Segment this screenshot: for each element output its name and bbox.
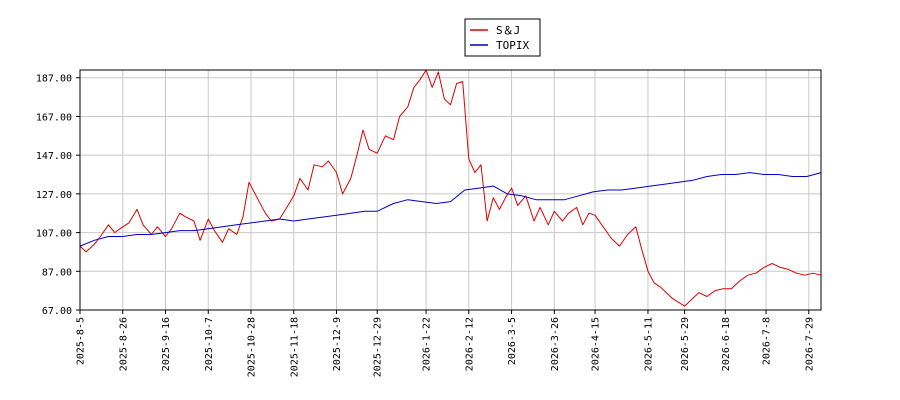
series-layer <box>79 69 822 307</box>
y-tick-label: 147.00 <box>36 151 72 162</box>
legend-label: S＆J <box>496 24 520 37</box>
grid-lines <box>79 70 821 311</box>
series-line-sj <box>79 69 822 307</box>
x-tick-label: 2025-11-18 <box>289 317 300 377</box>
x-tick-label: 2025-10-28 <box>247 317 258 377</box>
x-tick-label: 2026-3-5 <box>507 317 518 365</box>
x-tick-label: 2026-7-8 <box>762 317 773 365</box>
x-tick-label: 2026-6-18 <box>721 317 732 371</box>
x-tick-label: 2025-9-16 <box>161 317 172 371</box>
x-tick-label: 2026-5-29 <box>680 317 691 371</box>
x-axis: 2025-8-5 2025-8-26 2025-9-16 2025-10-7 2025-… <box>76 310 815 377</box>
series-line-topix <box>79 172 822 247</box>
x-tick-label: 2025-8-5 <box>76 317 87 365</box>
y-tick-label: 187.00 <box>36 74 72 85</box>
x-tick-label: 2025-8-26 <box>118 317 129 371</box>
y-tick-label: 67.00 <box>42 306 72 317</box>
legend-label: TOPIX <box>496 39 529 52</box>
y-tick-label: 127.00 <box>36 190 72 201</box>
legend-box <box>464 18 541 57</box>
x-tick-label: 2025-10-7 <box>204 317 215 371</box>
x-tick-label: 2026-1-22 <box>422 317 433 371</box>
y-tick-label: 87.00 <box>42 267 72 278</box>
y-tick-label: 167.00 <box>36 112 72 123</box>
x-tick-label: 2025-12-9 <box>332 317 343 371</box>
x-tick-label: 2025-12-29 <box>373 317 384 377</box>
y-axis: 187.00 167.00 147.00 127.00 107.00 87.00 67.00 <box>36 74 80 317</box>
x-tick-label: 2026-4-15 <box>591 317 602 371</box>
plot-area-frame <box>79 69 822 311</box>
x-tick-label: 2026-5-11 <box>643 317 654 371</box>
x-tick-label: 2026-2-12 <box>464 317 475 371</box>
x-tick-label: 2026-3-26 <box>550 317 561 371</box>
y-tick-label: 107.00 <box>36 229 72 240</box>
x-tick-label: 2026-7-29 <box>804 317 815 371</box>
legend: S＆J TOPIX <box>464 18 541 57</box>
